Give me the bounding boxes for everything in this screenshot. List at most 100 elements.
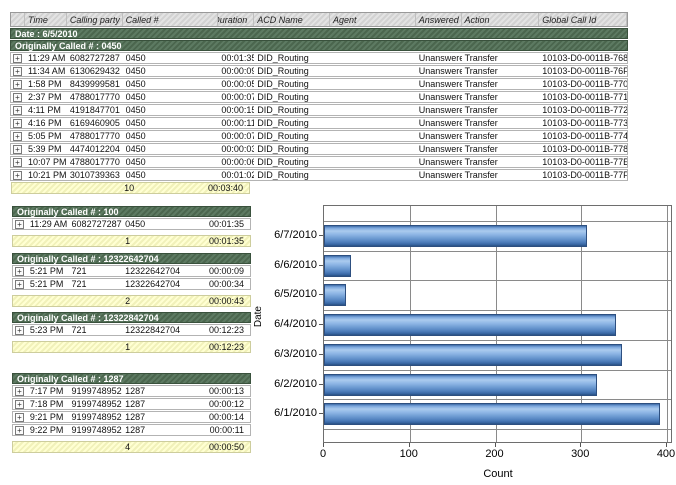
cell: 4191847701 [69, 105, 120, 115]
column-header-agent[interactable]: Agent [330, 13, 416, 26]
cell: Transfer [464, 53, 498, 63]
expand-row-button[interactable]: + [13, 105, 22, 115]
x-tick-label: 200 [485, 448, 504, 460]
column-header-duration[interactable]: Duration [218, 13, 255, 26]
gridline-horizontal [324, 280, 671, 282]
expand-row-button[interactable]: + [15, 399, 24, 409]
cell: Unanswered [418, 79, 462, 89]
x-tick-label: 300 [571, 448, 590, 460]
called-group-label: Originally Called # : 0450 [15, 40, 122, 51]
cell: 721 [71, 279, 87, 289]
gridline-horizontal [324, 369, 671, 371]
table-row: +5:23 PM 721 12322842704 00:12:23 [12, 324, 251, 336]
expand-row-button[interactable]: + [15, 412, 24, 422]
cell: 00:00:15 [221, 105, 255, 115]
table-row: +11:34 AM 6130629432 0450 00:00:09 DID_Routi… [10, 65, 628, 77]
column-header-time[interactable]: Time [25, 13, 67, 26]
subgroup-header: Originally Called # : 100 [12, 206, 251, 217]
date-group-header: Date : 6/5/2010 [10, 28, 628, 39]
subgroup-header: Originally Called # : 12322842704 [12, 312, 251, 323]
expand-row-button[interactable]: + [13, 144, 22, 154]
cell: 00:01:35 [221, 53, 255, 63]
cell: 00:00:14 [208, 412, 244, 422]
cell: + [13, 386, 27, 396]
x-tick-label: 400 [656, 448, 676, 460]
cell: 9199748952 [71, 399, 122, 409]
cell: 00:12:23 [208, 325, 244, 335]
y-tick-label: 6/5/2010 [274, 288, 317, 301]
cell: + [11, 66, 25, 76]
cell: 721 [71, 325, 87, 335]
group-summary-row: 1 00:01:35 [12, 235, 251, 247]
cell: 10103-D0-0011B-77E [542, 157, 627, 167]
expand-row-button[interactable]: + [13, 157, 22, 167]
expand-row-button[interactable]: + [15, 325, 24, 335]
expand-row-button[interactable]: + [13, 118, 22, 128]
cell: 4788017770 [69, 131, 120, 141]
expand-row-button[interactable]: + [15, 425, 24, 435]
cell: Transfer [464, 170, 498, 180]
cell: 4:11 PM [27, 105, 61, 115]
cell: Unanswered [418, 105, 462, 115]
cell: 0450 [125, 157, 146, 167]
summary-count: 2 [125, 296, 131, 306]
cell: 0450 [125, 219, 146, 229]
column-header-calling-party-[interactable]: Calling party # [67, 13, 123, 26]
cell: 0450 [125, 92, 146, 102]
chart-bar [324, 284, 347, 307]
cell: 1287 [125, 412, 146, 422]
y-axis-title: Date [253, 306, 264, 328]
x-tick-mark [323, 443, 324, 447]
cell: 10103-D0-0011B-778 [542, 144, 627, 154]
column-header-acd-name[interactable]: ACD Name [254, 13, 330, 26]
column-header-action[interactable]: Action [462, 13, 540, 26]
expand-row-button[interactable]: + [13, 92, 22, 102]
cell: 00:00:06 [221, 157, 255, 167]
cell: 7:17 PM [29, 386, 64, 396]
cell: 00:00:07 [221, 92, 255, 102]
cell: Unanswered [418, 131, 462, 141]
cell: DID_Routing [257, 170, 309, 180]
cell: 00:00:12 [208, 399, 244, 409]
gridline-horizontal [324, 220, 671, 222]
cell: Unanswered [418, 66, 462, 76]
y-tick-label: 6/6/2010 [274, 258, 317, 271]
expand-row-button[interactable]: + [13, 131, 22, 141]
expand-row-button[interactable]: + [15, 266, 24, 276]
summary-duration: 00:01:35 [208, 236, 244, 246]
expand-row-button[interactable]: + [15, 386, 24, 396]
expand-row-button[interactable]: + [13, 170, 22, 180]
expand-row-button[interactable]: + [15, 219, 24, 229]
cell: 9:22 PM [29, 425, 64, 435]
cell: 4788017770 [69, 157, 120, 167]
cell: + [11, 92, 25, 102]
cell: Transfer [464, 79, 498, 89]
cell: Unanswered [418, 144, 462, 154]
cell: 00:00:09 [208, 266, 244, 276]
cell: Transfer [464, 92, 498, 102]
column-header-called-[interactable]: Called # [123, 13, 219, 26]
table-row: +4:11 PM 4191847701 0450 00:00:15 DID_Routin… [10, 104, 628, 116]
y-tick-mark [319, 413, 323, 415]
summary-count: 1 [125, 236, 131, 246]
cell: 12322642704 [125, 279, 180, 289]
column-header-expand[interactable] [11, 13, 25, 26]
x-axis-title: Count [483, 468, 513, 480]
chart-bar [324, 373, 597, 396]
cell: 5:23 PM [29, 325, 64, 335]
cell: 3010739363 [69, 170, 120, 180]
cell: 10103-D0-0011B-770 [542, 79, 627, 89]
cell: 0450 [125, 131, 146, 141]
expand-row-button[interactable]: + [13, 79, 22, 89]
expand-row-button[interactable]: + [13, 66, 22, 76]
expand-row-button[interactable]: + [13, 53, 22, 63]
column-header-answered[interactable]: Answered [416, 13, 462, 26]
expand-row-button[interactable]: + [15, 279, 24, 289]
y-tick-mark [319, 234, 323, 236]
cell: DID_Routing [257, 79, 309, 89]
cell: 00:00:03 [221, 144, 255, 154]
column-header-global-call-id[interactable]: Global Call Id [539, 13, 627, 26]
